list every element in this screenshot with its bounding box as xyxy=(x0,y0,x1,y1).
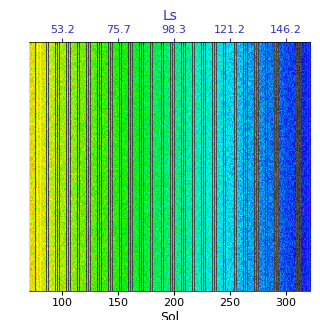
X-axis label: Sol: Sol xyxy=(160,311,179,320)
X-axis label: Ls: Ls xyxy=(162,10,177,23)
